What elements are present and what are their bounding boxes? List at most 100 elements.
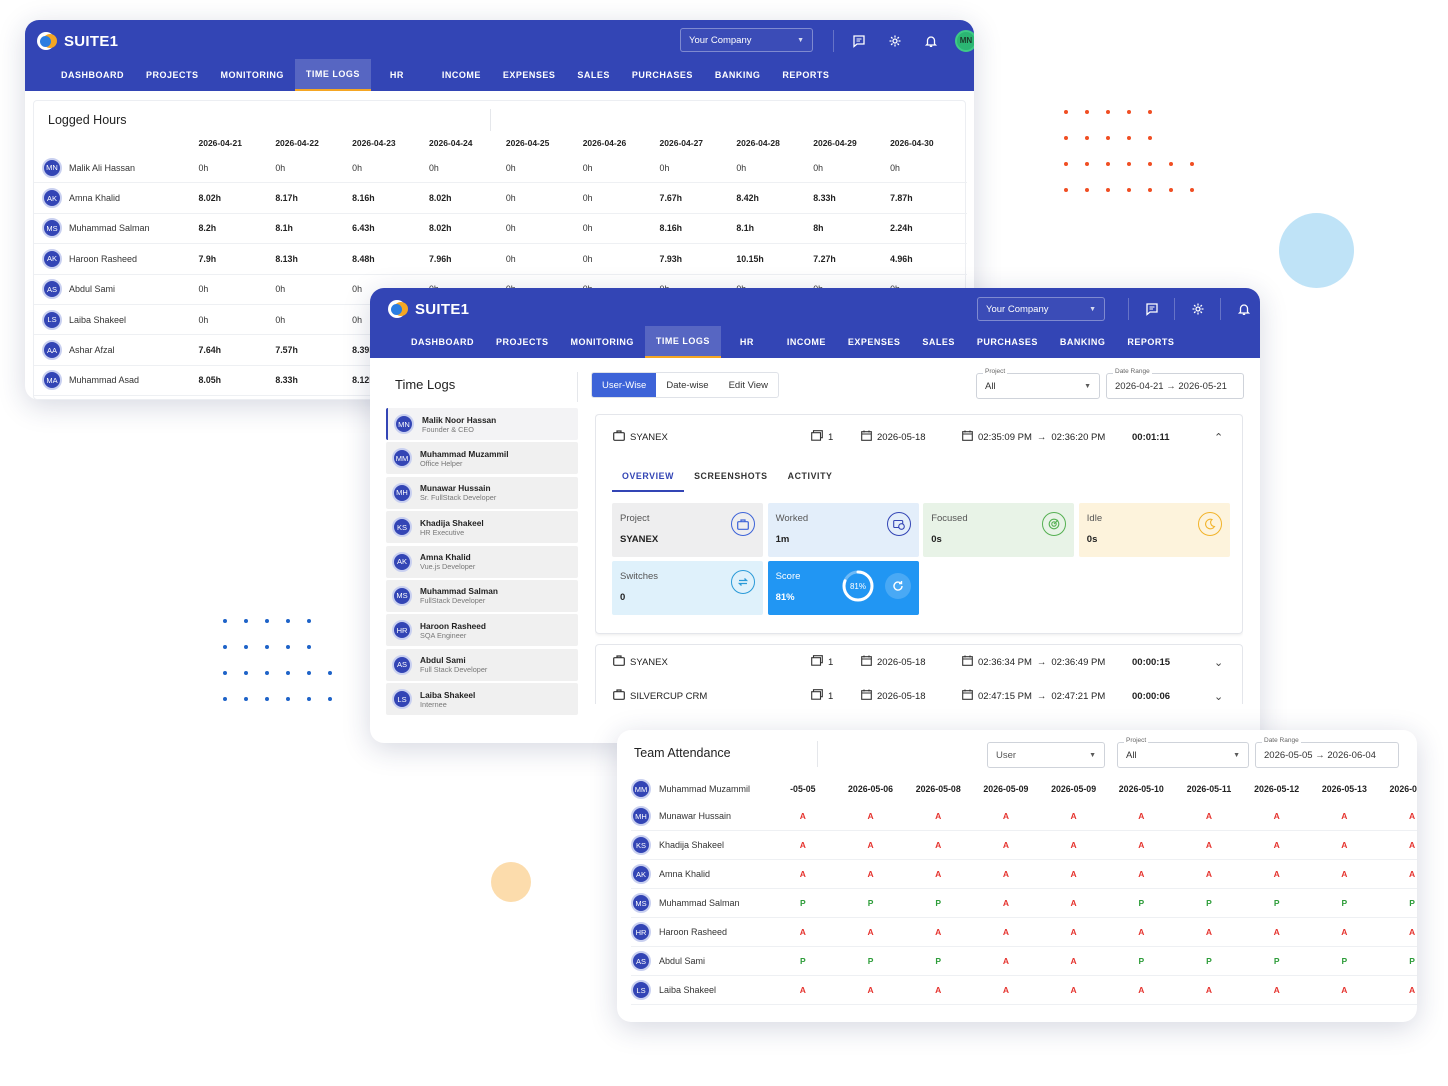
nav-sales[interactable]: SALES	[577, 70, 610, 80]
briefcase-icon	[613, 655, 625, 669]
entry-count: 1	[828, 690, 834, 702]
switch-arrows-icon	[731, 570, 755, 594]
nav-banking[interactable]: BANKING	[714, 70, 761, 80]
user-list-item[interactable]: MS Muhammad Salman FullStack Developer	[386, 579, 578, 612]
gear-icon[interactable]	[883, 29, 906, 52]
chevron-down-icon[interactable]: ⌄	[1214, 656, 1224, 669]
time-log-row[interactable]: SYANEX 1 2026-05-18 02:35:09 PM → 02:36:20…	[596, 415, 1242, 459]
nav-hr[interactable]: HR	[739, 337, 754, 347]
chat-icon[interactable]	[847, 29, 870, 52]
attendance-mark: A	[1138, 811, 1145, 821]
user-name: Malik Noor Hassan	[422, 414, 497, 425]
attendance-mark: P	[935, 898, 942, 908]
calendar-clock-icon	[962, 655, 973, 669]
date-column-header: 2026-04-24	[429, 138, 473, 148]
nav-expenses[interactable]: EXPENSES	[847, 337, 901, 347]
nav-income[interactable]: INCOME	[441, 70, 481, 80]
table-row[interactable]: KS Khadija Shakeel A A A A A A A A A A	[631, 831, 1417, 860]
employee-name: Haroon Rasheed	[659, 927, 728, 937]
project-filter[interactable]: Project All ▼	[976, 368, 1100, 399]
nav-monitoring[interactable]: MONITORING	[220, 70, 284, 80]
company-select[interactable]: Your Company ▼	[977, 297, 1105, 321]
project-filter[interactable]: Project All ▼	[1117, 737, 1249, 768]
hours-cell: 8.02h	[429, 193, 452, 204]
tab-overview[interactable]: OVERVIEW	[612, 465, 685, 492]
date-column-header: 2026-05-06	[848, 784, 894, 794]
attendance-mark: A	[1408, 869, 1416, 879]
avatar[interactable]: MN	[955, 29, 974, 52]
user-list-item[interactable]: AS Abdul Sami Full Stack Developer	[386, 648, 578, 681]
avatar: MM	[392, 448, 412, 469]
nav-sales[interactable]: SALES	[922, 337, 955, 347]
nav-dashboard[interactable]: DASHBOARD	[411, 337, 474, 347]
user-list-item[interactable]: HR Haroon Rasheed SQA Engineer	[386, 614, 578, 647]
suite1-logo-icon	[388, 298, 410, 320]
nav-dashboard[interactable]: DASHBOARD	[61, 70, 124, 80]
nav-income[interactable]: INCOME	[786, 337, 826, 347]
time-log-row[interactable]: SILVERCUP CRM 1 2026-05-18 02:47:15 PM → 0…	[596, 679, 1242, 704]
attendance-mark: A	[799, 927, 806, 937]
table-row[interactable]: LS Laiba Shakeel A A A A A A A A A A	[631, 976, 1417, 1005]
table-row[interactable]: MS Muhammad Salman P P P A A P P P P P	[631, 889, 1417, 918]
user-list-item[interactable]: MN Malik Noor Hassan Founder & CEO	[386, 408, 578, 440]
tab-screenshots[interactable]: SCREENSHOTS	[694, 471, 768, 481]
nav-reports[interactable]: REPORTS	[782, 70, 830, 80]
date-range-filter[interactable]: Date Range 2026-05-05 → 2026-06-04	[1255, 737, 1399, 768]
chevron-down-icon[interactable]: ⌄	[1214, 690, 1224, 703]
employee-cell: MM Muhammad Muzammil	[631, 779, 769, 799]
employee-cell: AS Abdul Sami	[34, 279, 198, 300]
nav-purchases[interactable]: PURCHASES	[976, 337, 1038, 347]
brand[interactable]: SUITE1	[37, 30, 118, 52]
time-log-row[interactable]: SYANEX 1 2026-05-18 02:36:34 PM → 02:36:49…	[596, 645, 1242, 679]
nav-hr[interactable]: HR	[389, 70, 404, 80]
bell-icon[interactable]	[1232, 297, 1255, 320]
bell-icon[interactable]	[919, 29, 942, 52]
table-row[interactable]: AK Amna Khalid 8.02h 8.17h 8.16h 8.02h 0h 0h 7.6…	[34, 183, 967, 214]
hours-cell: 0h	[352, 162, 362, 173]
gear-icon[interactable]	[1186, 297, 1209, 320]
table-row[interactable]: MS Muhammad Salman 8.2h 8.1h 6.43h 8.02h 0h 0h 8…	[34, 214, 967, 245]
nav-projects[interactable]: PROJECTS	[146, 70, 199, 80]
hours-cell: 7.57h	[275, 345, 298, 356]
user-list-item[interactable]: AK Amna Khalid Vue.js Developer	[386, 545, 578, 578]
avatar: MA	[42, 370, 62, 391]
company-select[interactable]: Your Company ▼	[680, 28, 813, 52]
nav-time-logs[interactable]: TIME LOGS	[294, 59, 371, 91]
chevron-up-icon[interactable]: ⌃	[1214, 431, 1224, 444]
avatar: MN	[42, 157, 62, 178]
table-row[interactable]: AK Amna Khalid A A A A A A A A A A	[631, 860, 1417, 889]
brand[interactable]: SUITE1	[388, 298, 469, 320]
nav-purchases[interactable]: PURCHASES	[631, 70, 693, 80]
user-list-item[interactable]: MH Munawar Hussain Sr. FullStack Developer	[386, 476, 578, 509]
briefcase-icon	[613, 689, 625, 703]
view-user-wise-button[interactable]: User-Wise	[592, 373, 657, 397]
chat-icon[interactable]	[1140, 297, 1163, 320]
nav-banking[interactable]: BANKING	[1059, 337, 1106, 347]
hours-cell: 2.24h	[890, 223, 913, 234]
table-row[interactable]: HR Haroon Rasheed A A A A A A A A A A	[631, 918, 1417, 947]
view-edit-button[interactable]: Edit View	[728, 379, 769, 391]
user-list-item[interactable]: MM Muhammad Muzammil Office Helper	[386, 442, 578, 475]
refresh-icon[interactable]	[884, 573, 911, 599]
user-list-item[interactable]: LS Laiba Shakeel Internee	[386, 683, 578, 716]
attendance-mark: A	[867, 985, 874, 995]
user-filter[interactable]: User ▼	[987, 742, 1105, 768]
nav-monitoring[interactable]: MONITORING	[570, 337, 634, 347]
hours-cell: 0h	[582, 193, 593, 204]
tab-activity[interactable]: ACTIVITY	[787, 471, 833, 481]
date-range-filter[interactable]: Date Range 2026-04-21 → 2026-05-21	[1106, 368, 1244, 399]
user-list: MN Malik Noor Hassan Founder & CEO MM Muhamm…	[386, 408, 578, 718]
view-date-wise-button[interactable]: Date-wise	[666, 379, 709, 391]
stat-switches: Switches 0	[612, 561, 763, 615]
nav-time-logs[interactable]: TIME LOGS	[644, 326, 721, 358]
nav-projects[interactable]: PROJECTS	[496, 337, 549, 347]
user-list-item[interactable]: KS Khadija Shakeel HR Executive	[386, 511, 578, 544]
nav-reports[interactable]: REPORTS	[1127, 337, 1175, 347]
table-row[interactable]: AK Haroon Rasheed 7.9h 8.13h 8.48h 7.96h 0h 0h 7…	[34, 244, 967, 275]
hours-cell: 0h	[582, 253, 593, 264]
table-row[interactable]: MH Munawar Hussain A A A A A A A A A A	[631, 802, 1417, 831]
table-row[interactable]: MN Malik Ali Hassan 0h 0h 0h 0h 0h 0h 0h 0h 0h 0h	[34, 153, 967, 184]
table-row[interactable]: AS Abdul Sami P P P A A P P P P P	[631, 947, 1417, 976]
attendance-mark: A	[1002, 956, 1009, 966]
nav-expenses[interactable]: EXPENSES	[502, 70, 556, 80]
